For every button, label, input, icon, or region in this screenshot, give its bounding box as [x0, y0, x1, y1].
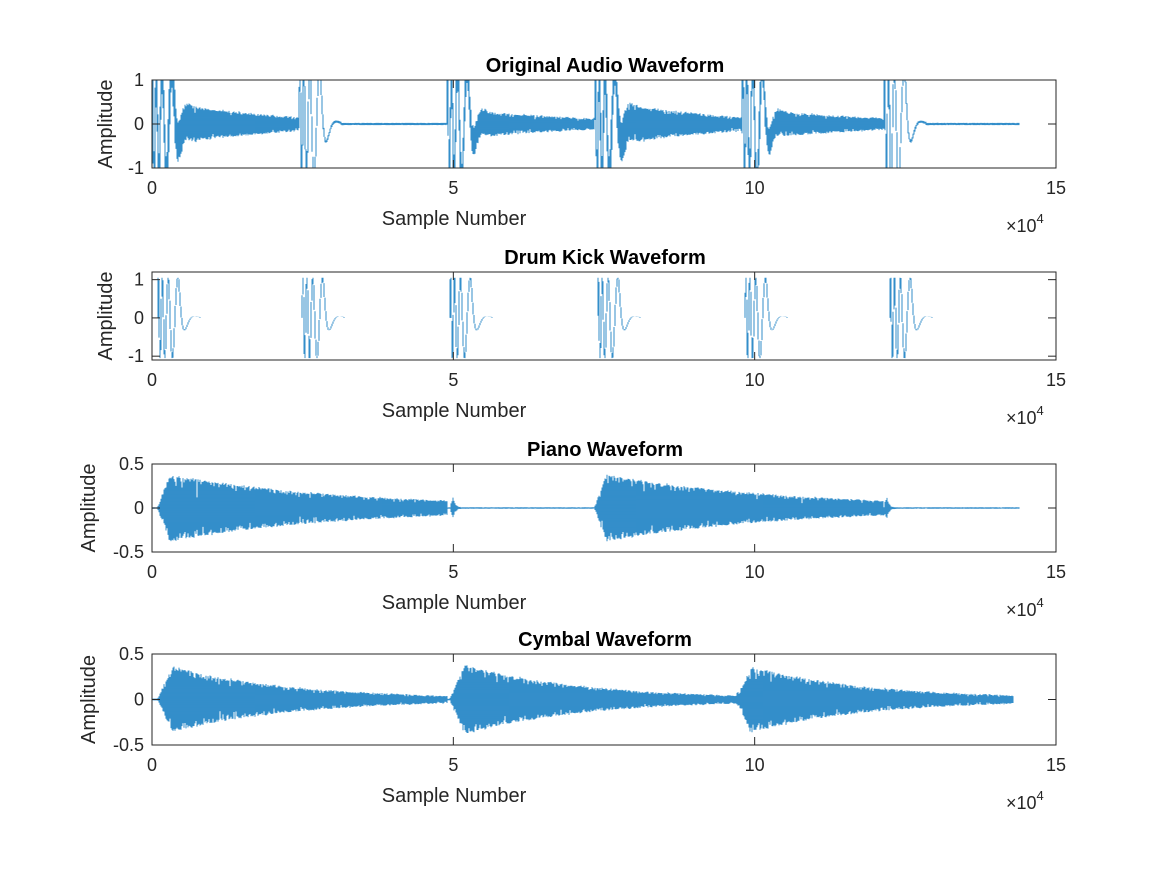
waveform-series [151, 665, 1014, 733]
y-tick-label: -0.5 [113, 542, 144, 562]
x-tick-label: 0 [147, 562, 157, 582]
y-tick-label: 1 [134, 270, 144, 290]
x-tick-label: 10 [745, 562, 765, 582]
x-tick-label: 15 [1046, 178, 1066, 198]
y-tick-label: 0 [134, 690, 144, 710]
waveform-series [157, 277, 933, 359]
x-tick-label: 5 [448, 755, 458, 775]
waveform-series [151, 474, 1020, 542]
waveform-series [151, 80, 1020, 168]
x-tick-label: 15 [1046, 755, 1066, 775]
x-axis-label: Sample Number [382, 592, 527, 614]
y-tick-label: 0.5 [119, 644, 144, 664]
x-tick-label: 0 [147, 370, 157, 390]
x-axis-label: Sample Number [382, 208, 527, 230]
x-tick-label: 0 [147, 178, 157, 198]
y-tick-label: 0 [134, 114, 144, 134]
y-axis-label: Amplitude [95, 80, 117, 169]
x-tick-label: 5 [448, 370, 458, 390]
subplot-title: Piano Waveform [527, 439, 683, 461]
y-tick-label: 0 [134, 308, 144, 328]
subplot-title: Cymbal Waveform [518, 629, 692, 651]
axes-box [151, 271, 1057, 361]
x-tick-label: 5 [448, 562, 458, 582]
y-tick-label: 0 [134, 498, 144, 518]
x-tick-label: 10 [745, 755, 765, 775]
x-axis-multiplier: ×104 [1006, 595, 1044, 620]
x-axis-label: Sample Number [382, 400, 527, 422]
x-tick-label: 5 [448, 178, 458, 198]
y-axis-label: Amplitude [95, 272, 117, 361]
y-tick-label: 1 [134, 70, 144, 90]
x-axis-multiplier: ×104 [1006, 788, 1044, 813]
y-axis-label: Amplitude [78, 655, 100, 744]
y-axis-label: Amplitude [78, 464, 100, 553]
y-tick-label: -1 [128, 158, 144, 178]
x-axis-multiplier: ×104 [1006, 403, 1044, 428]
x-tick-label: 10 [745, 178, 765, 198]
subplot-title: Original Audio Waveform [486, 55, 725, 77]
x-tick-label: 15 [1046, 562, 1066, 582]
x-axis-label: Sample Number [382, 785, 527, 807]
x-tick-label: 15 [1046, 370, 1066, 390]
subplot-title: Drum Kick Waveform [504, 247, 706, 269]
y-tick-label: -1 [128, 346, 144, 366]
x-axis-multiplier: ×104 [1006, 211, 1044, 236]
x-tick-label: 10 [745, 370, 765, 390]
y-tick-label: 0.5 [119, 454, 144, 474]
x-tick-label: 0 [147, 755, 157, 775]
y-tick-label: -0.5 [113, 735, 144, 755]
